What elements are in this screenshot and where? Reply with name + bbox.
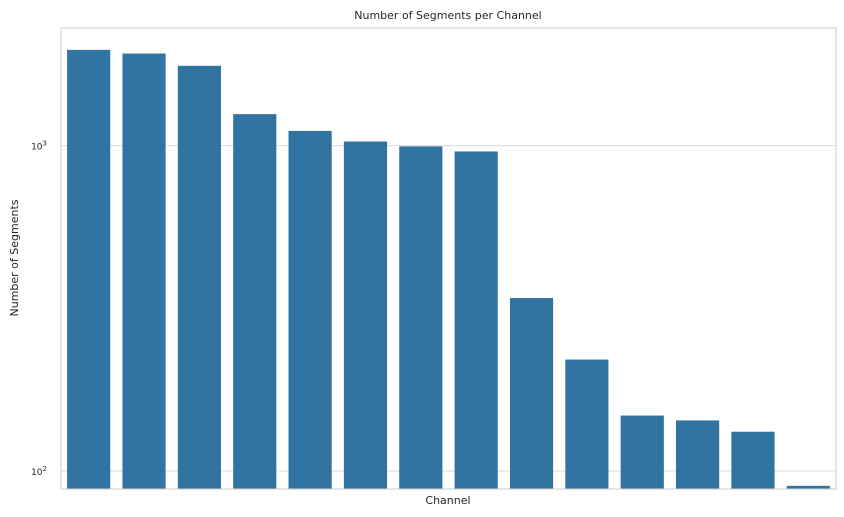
y-axis-label: Number of Segments	[8, 199, 21, 316]
bar	[620, 415, 664, 489]
bar	[343, 141, 388, 490]
bar	[676, 420, 720, 489]
plot-frame	[60, 27, 837, 490]
bar	[67, 49, 111, 489]
bars	[67, 49, 830, 490]
bar	[233, 114, 277, 490]
bar	[122, 53, 166, 489]
bar	[786, 485, 830, 489]
bar	[509, 298, 554, 489]
bar	[565, 359, 609, 489]
bar	[454, 151, 498, 489]
chart-title: Number of Segments per Channel	[354, 9, 541, 22]
bar	[399, 146, 443, 489]
y-tick-labels: 102 103	[31, 140, 47, 478]
x-axis-label: Channel	[425, 494, 470, 507]
y-tick-label: 103	[31, 140, 47, 153]
y-tick-label: 102	[31, 465, 47, 478]
bar	[731, 431, 775, 489]
bar	[177, 65, 221, 490]
bar	[288, 130, 332, 489]
gridlines	[61, 145, 836, 472]
